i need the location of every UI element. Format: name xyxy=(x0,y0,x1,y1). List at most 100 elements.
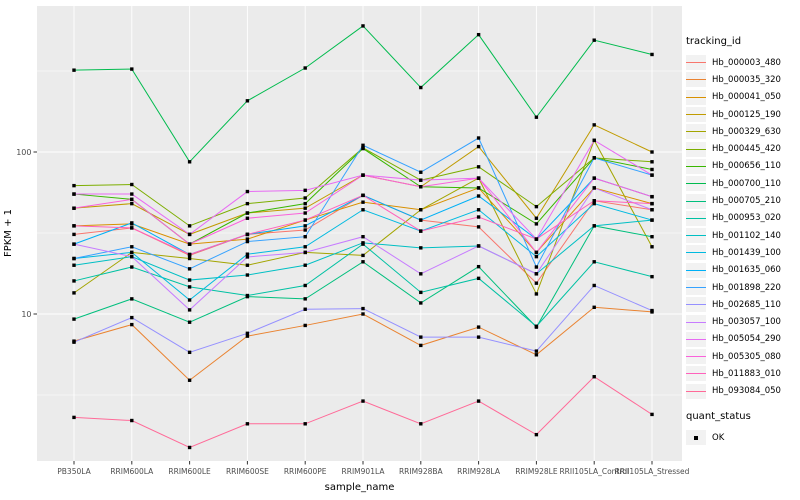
legend-item-Hb_003057_100: Hb_003057_100 xyxy=(686,313,798,330)
data-point xyxy=(303,224,307,228)
data-point xyxy=(187,224,192,228)
data-point xyxy=(534,250,539,255)
data-point xyxy=(303,188,307,193)
data-point xyxy=(419,272,423,276)
data-point xyxy=(419,301,423,305)
data-point xyxy=(187,308,192,312)
data-point xyxy=(72,206,76,210)
data-point xyxy=(534,265,539,269)
data-point xyxy=(592,38,596,42)
legend: tracking_id Hb_000003_480 Hb_000035_320 Hb… xyxy=(686,36,798,446)
series-color-swatch xyxy=(686,55,706,71)
data-point xyxy=(476,144,481,149)
data-point xyxy=(476,215,481,219)
data-point xyxy=(130,315,134,320)
line-swatch-icon xyxy=(686,373,706,375)
series-color-swatch xyxy=(686,245,706,261)
legend-item-label: Hb_005305_080 xyxy=(712,351,781,362)
data-point xyxy=(419,343,423,348)
line-swatch-icon xyxy=(686,287,706,288)
data-point xyxy=(361,24,365,28)
line-swatch-icon xyxy=(686,217,706,219)
data-point xyxy=(476,225,481,229)
data-point xyxy=(476,276,481,281)
data-point xyxy=(361,241,365,245)
data-point xyxy=(534,254,539,259)
data-point xyxy=(592,283,596,288)
legend-item-Hb_000953_020: Hb_000953_020 xyxy=(686,210,798,227)
data-point xyxy=(361,399,365,403)
data-point xyxy=(245,422,250,426)
data-point xyxy=(130,265,134,269)
legend-item-Hb_001102_140: Hb_001102_140 xyxy=(686,227,798,244)
data-point xyxy=(592,176,596,180)
data-point xyxy=(245,255,250,259)
legend-item-label: Hb_001635_060 xyxy=(712,265,781,276)
y-axis-title: FPKM + 1 xyxy=(3,208,14,258)
series-color-swatch xyxy=(686,193,706,209)
data-point xyxy=(592,156,596,160)
data-point xyxy=(130,182,134,187)
legend-item-Hb_001898_220: Hb_001898_220 xyxy=(686,279,798,296)
legend-item-label: OK xyxy=(712,432,725,443)
data-point xyxy=(245,232,250,237)
legend-item-Hb_002685_110: Hb_002685_110 xyxy=(686,296,798,313)
y-tick-label: 100 xyxy=(16,148,31,157)
data-point xyxy=(187,252,192,257)
data-point xyxy=(72,224,76,228)
line-swatch-icon xyxy=(686,62,706,64)
data-point xyxy=(130,245,134,249)
data-point xyxy=(419,178,423,182)
data-point xyxy=(303,323,307,328)
data-point xyxy=(187,320,192,324)
data-point xyxy=(650,412,654,417)
data-point xyxy=(650,308,654,313)
series-color-swatch xyxy=(686,72,706,88)
series-color-swatch xyxy=(686,280,706,295)
data-point xyxy=(592,201,596,206)
legend-item-Hb_000705_210: Hb_000705_210 xyxy=(686,192,798,209)
data-point xyxy=(650,218,654,222)
series-color-swatch xyxy=(686,314,706,330)
series-color-swatch xyxy=(686,297,706,313)
x-tick-label: RRIM928LA xyxy=(457,467,501,476)
data-point xyxy=(534,281,539,285)
data-point xyxy=(72,68,76,72)
data-point xyxy=(419,246,423,250)
data-point xyxy=(245,293,250,298)
x-tick-label: RRIM600LE xyxy=(168,467,211,476)
data-point xyxy=(187,160,192,164)
data-point xyxy=(592,123,596,127)
legend-item-Hb_011883_010: Hb_011883_010 xyxy=(686,365,798,382)
legend-item-Hb_005305_080: Hb_005305_080 xyxy=(686,348,798,365)
data-point xyxy=(72,263,76,267)
series-color-swatch xyxy=(686,331,706,347)
data-point xyxy=(476,32,481,37)
data-point xyxy=(534,237,539,241)
data-point xyxy=(534,115,539,119)
data-point xyxy=(650,201,654,206)
line-swatch-icon xyxy=(686,304,706,306)
line-swatch-icon xyxy=(686,200,706,202)
data-point xyxy=(303,218,307,222)
data-point xyxy=(303,422,307,426)
data-point xyxy=(245,201,250,206)
legend-items: Hb_000003_480 Hb_000035_320 Hb_000041_050 H… xyxy=(686,54,798,400)
data-point xyxy=(303,283,307,288)
data-point xyxy=(187,350,192,355)
data-point xyxy=(361,200,365,204)
data-point xyxy=(419,185,423,189)
data-point xyxy=(650,208,654,212)
data-point xyxy=(187,256,192,261)
legend-item-Hb_005054_290: Hb_005054_290 xyxy=(686,331,798,348)
data-point xyxy=(303,196,307,200)
data-point xyxy=(361,146,365,151)
line-swatch-icon xyxy=(686,131,706,133)
legend-item-label: Hb_000953_020 xyxy=(712,213,781,224)
data-point xyxy=(245,252,250,256)
series-color-swatch xyxy=(686,262,706,278)
data-point xyxy=(130,226,134,230)
line-swatch-icon xyxy=(686,96,706,98)
legend-item-Hb_093084_050: Hb_093084_050 xyxy=(686,383,798,400)
x-tick-label: RRIM600LA xyxy=(110,467,154,476)
